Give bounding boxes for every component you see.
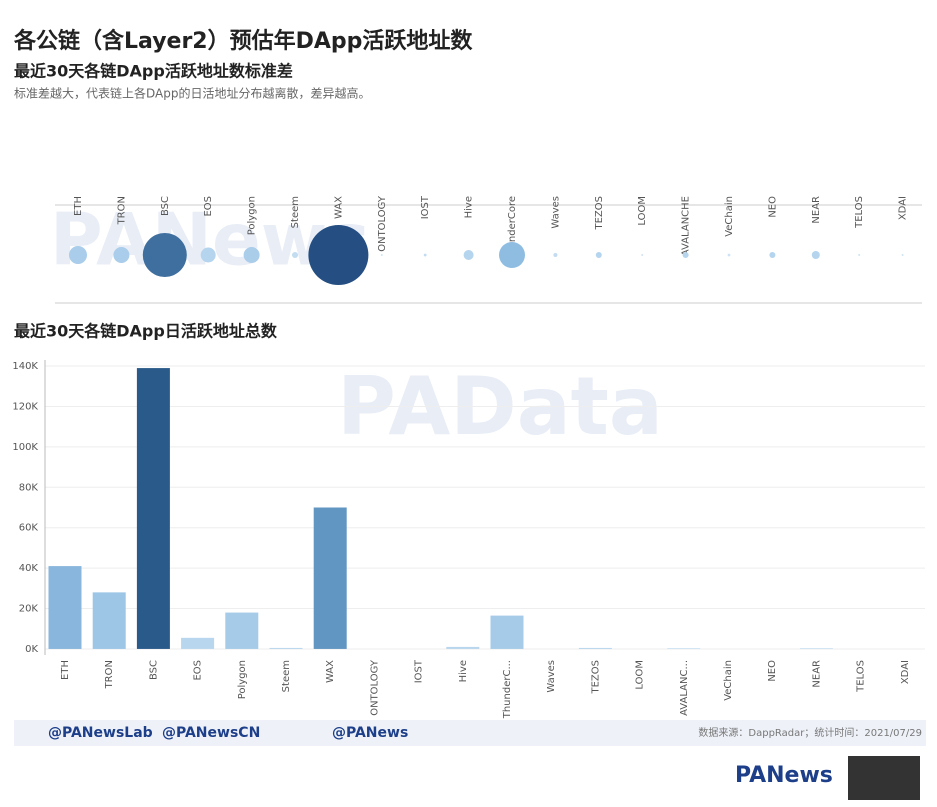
x-tick-label: LOOM bbox=[635, 660, 646, 690]
x-tick-label: Waves bbox=[546, 660, 557, 693]
x-tick-label: XDAI bbox=[898, 196, 909, 220]
bar bbox=[92, 592, 126, 649]
x-tick-label: EOS bbox=[203, 196, 214, 217]
x-tick-label: AVALANC... bbox=[679, 660, 690, 716]
x-tick-label: NEO bbox=[767, 660, 778, 682]
x-tick-label: BSC bbox=[160, 196, 171, 216]
x-tick-label: TELOS bbox=[854, 196, 865, 229]
page-title: 各公链（含Layer2）预估年DApp活跃地址数 bbox=[13, 28, 473, 54]
chart-title: 最近30天各链DApp活跃地址数标准差 bbox=[14, 62, 293, 81]
y-tick-label: 60K bbox=[19, 523, 39, 534]
x-tick-label: Steem bbox=[290, 196, 301, 228]
bar bbox=[225, 612, 259, 649]
y-tick-label: 140K bbox=[12, 361, 38, 372]
bubble bbox=[423, 253, 427, 257]
bubble bbox=[641, 254, 644, 256]
bubble bbox=[727, 253, 731, 257]
x-tick-label: Hive bbox=[464, 196, 475, 218]
x-tick-label: Polygon bbox=[247, 196, 258, 235]
footer-handle: @PANewsLab bbox=[48, 725, 153, 741]
bubble bbox=[243, 247, 260, 263]
bubble bbox=[769, 252, 776, 258]
bubble bbox=[200, 247, 216, 263]
x-tick-label: NEO bbox=[767, 196, 778, 218]
x-tick-label: IOST bbox=[414, 659, 425, 683]
y-tick-label: 120K bbox=[12, 401, 38, 412]
x-tick-label: ETH bbox=[73, 196, 84, 216]
x-tick-label: NEAR bbox=[811, 196, 822, 224]
x-tick-label: NEAR bbox=[811, 660, 822, 688]
x-tick-label: XDAI bbox=[900, 660, 911, 684]
x-tick-label: TEZOS bbox=[594, 196, 605, 231]
bubble bbox=[308, 225, 369, 285]
bubble bbox=[811, 251, 820, 259]
y-tick-label: 80K bbox=[19, 482, 39, 493]
bar bbox=[181, 637, 215, 649]
bubble bbox=[113, 247, 130, 263]
y-tick-label: 0K bbox=[25, 644, 38, 655]
logo: PANews bbox=[735, 763, 833, 788]
x-tick-label: Polygon bbox=[237, 660, 248, 699]
bar bbox=[269, 647, 303, 649]
x-tick-label: WAX bbox=[333, 196, 344, 219]
x-tick-label: ThunderCore bbox=[507, 196, 518, 262]
footer-bar bbox=[14, 720, 926, 746]
bar bbox=[578, 647, 612, 649]
bubble bbox=[901, 254, 904, 256]
x-tick-label: LOOM bbox=[637, 196, 648, 226]
x-tick-label: Hive bbox=[458, 660, 469, 682]
bar bbox=[667, 648, 701, 649]
y-tick-label: 20K bbox=[19, 604, 39, 615]
x-tick-label: AVALANCHE bbox=[681, 196, 692, 256]
bubble bbox=[682, 252, 689, 258]
bubble bbox=[463, 250, 474, 260]
x-tick-label: ETH bbox=[60, 660, 71, 680]
x-tick-label: ThunderC... bbox=[502, 660, 513, 719]
bar bbox=[490, 615, 524, 649]
x-tick-label: VeChain bbox=[723, 660, 734, 701]
bubble bbox=[595, 252, 602, 258]
x-tick-label: EOS bbox=[193, 660, 204, 681]
x-tick-label: Waves bbox=[550, 196, 561, 229]
footer-source: 数据来源：DappRadar；统计时间：2021/07/29 bbox=[698, 726, 922, 739]
bar bbox=[136, 368, 170, 649]
bubble bbox=[69, 246, 87, 264]
chart-subtitle: 标准差越大，代表链上各DApp的日活地址分布越离散，差异越高。 bbox=[14, 86, 370, 101]
y-tick-label: 100K bbox=[12, 442, 38, 453]
x-tick-label: BSC bbox=[148, 660, 159, 680]
footer-handle: @PANewsCN bbox=[162, 725, 260, 741]
x-tick-label: Steem bbox=[281, 660, 292, 692]
bubble bbox=[858, 254, 861, 256]
x-tick-label: ONTOLOGY bbox=[377, 195, 388, 252]
y-tick-label: 40K bbox=[19, 563, 39, 574]
bar bbox=[446, 646, 480, 649]
bar bbox=[313, 507, 347, 649]
bubble bbox=[292, 252, 298, 258]
bubble bbox=[499, 242, 525, 268]
x-tick-label: ONTOLOGY bbox=[369, 659, 380, 716]
x-tick-label: TEZOS bbox=[590, 660, 601, 695]
footer-handle: @PANews bbox=[332, 725, 408, 741]
x-tick-label: VeChain bbox=[724, 196, 735, 237]
x-tick-label: WAX bbox=[325, 660, 336, 683]
bubble bbox=[380, 254, 383, 256]
bubble bbox=[553, 253, 558, 257]
bar bbox=[799, 648, 833, 649]
x-tick-label: TRON bbox=[116, 196, 127, 225]
bar bbox=[48, 566, 82, 649]
qr-code bbox=[848, 756, 920, 800]
x-tick-label: TELOS bbox=[856, 660, 867, 693]
chart-title: 最近30天各链DApp日活跃地址总数 bbox=[14, 322, 278, 341]
x-tick-label: TRON bbox=[104, 660, 115, 689]
bubble bbox=[142, 233, 187, 277]
x-tick-label: IOST bbox=[420, 195, 431, 219]
